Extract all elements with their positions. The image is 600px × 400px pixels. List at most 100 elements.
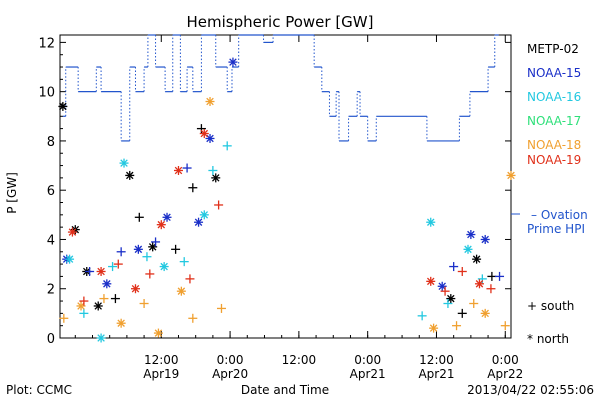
south-marker-noaa-16 <box>79 308 89 318</box>
north-marker-noaa-18 <box>429 323 439 333</box>
legend-north: * north <box>527 332 569 346</box>
south-marker-noaa-18 <box>500 321 510 331</box>
south-marker-metp-02 <box>134 212 144 222</box>
y-tick-label: 4 <box>47 233 55 248</box>
legend-entry-noaa-18: NOAA-18 <box>527 138 581 152</box>
south-marker-noaa-19 <box>214 200 224 210</box>
south-marker-noaa-16 <box>417 311 427 321</box>
north-marker-metp-02 <box>125 170 135 180</box>
south-marker-metp-02 <box>188 183 198 193</box>
north-marker-noaa-19 <box>96 266 106 276</box>
south-marker-noaa-19 <box>185 274 195 284</box>
legend: METP-02 NOAA-15 NOAA-16 NOAA-17 NOAA-18 … <box>511 42 588 346</box>
north-marker-noaa-15 <box>102 279 112 289</box>
north-marker-noaa-16 <box>119 158 129 168</box>
x-tick-label-time: 12:00 <box>419 353 454 367</box>
north-marker-noaa-18 <box>153 328 163 338</box>
x-tick-label-date: Apr20 <box>212 367 248 381</box>
x-tick-label-time: 0:00 <box>492 353 519 367</box>
north-marker-noaa-15 <box>466 230 476 240</box>
south-marker-noaa-15 <box>116 247 126 257</box>
x-tick-label-date: Apr21 <box>350 367 386 381</box>
x-tick-label-time: 0:00 <box>217 353 244 367</box>
legend-south: + south <box>527 299 574 313</box>
south-marker-noaa-18 <box>59 313 69 323</box>
x-tick-label-time: 12:00 <box>282 353 317 367</box>
south-marker-noaa-16 <box>443 299 453 309</box>
y-tick-label: 2 <box>47 283 55 298</box>
north-marker-noaa-15 <box>133 244 143 254</box>
north-marker-noaa-16 <box>96 333 106 343</box>
north-marker-noaa-18 <box>76 301 86 311</box>
north-marker-noaa-19 <box>426 276 436 286</box>
legend-entry-noaa-19: NOAA-19 <box>527 153 581 167</box>
north-marker-metp-02 <box>446 294 456 304</box>
north-marker-noaa-18 <box>506 170 516 180</box>
south-marker-noaa-19 <box>145 269 155 279</box>
chart-title: Hemispheric Power [GW] <box>187 13 374 31</box>
north-marker-noaa-19 <box>199 129 209 139</box>
north-marker-metp-02 <box>211 173 221 183</box>
south-marker-noaa-19 <box>113 259 123 269</box>
south-marker-noaa-18 <box>99 294 109 304</box>
north-marker-noaa-19 <box>173 165 183 175</box>
south-marker-noaa-18 <box>469 299 479 309</box>
x-tick-label-date: Apr19 <box>143 367 179 381</box>
south-marker-metp-02 <box>110 294 120 304</box>
footer-timestamp: 2013/04/22 02:55:06 <box>467 383 594 397</box>
north-marker-noaa-18 <box>176 286 186 296</box>
y-axis-label: P [GW] <box>5 172 19 214</box>
legend-entry-noaa-15: NOAA-15 <box>527 66 581 80</box>
footer-plot-credit: Plot: CCMC <box>6 383 72 397</box>
x-tick-label-date: Apr22 <box>487 367 523 381</box>
north-marker-metp-02 <box>148 242 158 252</box>
north-marker-metp-02 <box>58 101 68 111</box>
south-marker-noaa-15 <box>449 262 459 272</box>
south-marker-noaa-18 <box>188 313 198 323</box>
south-marker-noaa-16 <box>142 252 152 262</box>
north-marker-noaa-19 <box>67 227 77 237</box>
south-marker-noaa-16 <box>179 257 189 267</box>
y-tick-label: 12 <box>38 36 55 51</box>
north-marker-noaa-16 <box>65 254 75 264</box>
south-marker-metp-02 <box>487 271 497 281</box>
x-tick-label-time: 12:00 <box>144 353 179 367</box>
south-marker-noaa-19 <box>457 266 467 276</box>
north-marker-noaa-19 <box>130 284 140 294</box>
x-tick-label-date: Apr21 <box>418 367 454 381</box>
y-tick-label: 6 <box>47 184 55 199</box>
y-tick-label: 8 <box>47 135 55 150</box>
y-axis: 0 2 4 6 8 10 12 <box>38 36 511 347</box>
north-marker-noaa-19 <box>474 279 484 289</box>
south-marker-noaa-19 <box>79 296 89 306</box>
x-axis-label: Date and Time <box>241 383 329 397</box>
south-marker-noaa-15 <box>85 266 95 276</box>
south-marker-metp-02 <box>196 124 206 134</box>
legend-entry-noaa-16: NOAA-16 <box>527 90 581 104</box>
north-marker-noaa-16 <box>199 210 209 220</box>
south-marker-noaa-16 <box>222 141 232 151</box>
north-marker-metp-02 <box>472 254 482 264</box>
south-marker-metp-02 <box>457 308 467 318</box>
south-marker-noaa-16 <box>208 165 218 175</box>
north-marker-metp-02 <box>93 301 103 311</box>
north-marker-noaa-18 <box>480 308 490 318</box>
y-tick-label: 10 <box>38 86 55 101</box>
ovation-legend-line1: – Ovation <box>531 208 588 222</box>
data-markers <box>58 57 516 343</box>
ovation-legend-line2: Prime HPI <box>527 222 585 236</box>
north-marker-noaa-15 <box>194 217 204 227</box>
south-marker-metp-02 <box>171 244 181 254</box>
south-marker-noaa-19 <box>440 286 450 296</box>
north-marker-noaa-19 <box>156 220 166 230</box>
legend-entry-noaa-17: NOAA-17 <box>527 114 581 128</box>
legend-entry-metp-02: METP-02 <box>527 42 579 56</box>
south-marker-noaa-15 <box>182 163 192 173</box>
plot-frame <box>59 34 512 339</box>
north-marker-noaa-16 <box>159 262 169 272</box>
north-marker-noaa-18 <box>116 318 126 328</box>
north-marker-noaa-15 <box>480 234 490 244</box>
south-marker-noaa-15 <box>495 271 505 281</box>
